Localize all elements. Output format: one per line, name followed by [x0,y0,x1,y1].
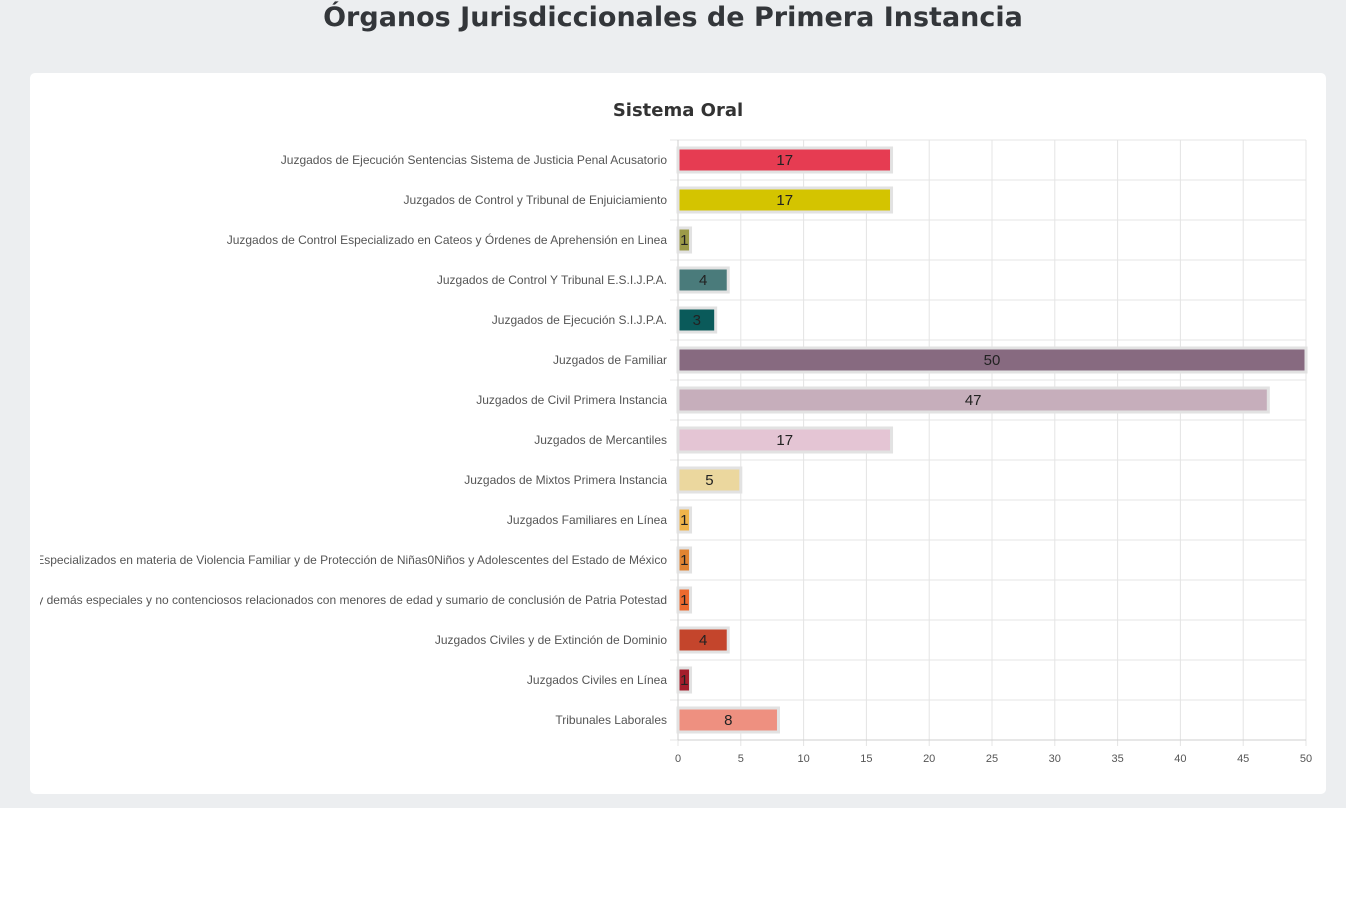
category-label: Juzgados de Control y Tribunal de Enjuic… [404,193,668,207]
bar [676,666,693,694]
category-label: Juzgados de Ejecución S.I.J.P.A. [492,313,667,327]
x-tick-label: 25 [986,753,998,765]
chart-card: Sistema Oral 0 5 10 15 20 25 30 35 40 45 50 17 Juzga… [30,73,1326,794]
bar-value-label: 1 [680,232,688,249]
bar [676,426,894,454]
bar-value-label: 1 [680,512,688,529]
bar [676,546,693,574]
chart-title: Sistema Oral [612,100,744,121]
x-tick-label: 35 [1111,753,1123,765]
bar [676,386,1270,414]
x-tick-label: 40 [1174,753,1186,765]
bar-value-label: 1 [680,592,688,609]
category-label: Juzgados de Control Especializado en Cat… [227,232,668,247]
bar-value-label: 4 [699,632,707,649]
bar [676,466,743,494]
category-label: Juzgados Civiles en Línea [527,673,667,687]
category-label: Tribunales Laborales [555,713,667,727]
bar-value-label: 17 [776,192,793,209]
x-tick-label: 10 [797,753,809,765]
bar-value-label: 4 [699,272,707,289]
category-label: Juzgados de Adopción y demás especiales … [30,593,667,607]
bar-value-label: 1 [680,672,688,689]
bar-value-label: 17 [776,152,793,169]
category-label: Juzgados de Civil Primera Instancia [476,393,667,407]
bar-value-label: 17 [776,432,793,449]
category-label: Juzgados Especializados en materia de Vi… [30,553,667,567]
bar [676,226,693,254]
bar [676,506,693,534]
category-label: Juzgados de Mercantiles [534,433,667,447]
x-tick-label: 5 [738,753,744,765]
bar [676,146,894,174]
bar [676,626,730,654]
x-tick-label: 30 [1049,753,1061,765]
category-label: Juzgados Civiles y de Extinción de Domin… [435,633,667,647]
x-tick-label: 20 [923,753,935,765]
x-tick-label: 45 [1237,753,1249,765]
category-label: Juzgados de Control Y Tribunal E.S.I.J.P… [437,273,667,287]
bar [676,306,718,334]
x-tick-label: 0 [675,753,681,765]
x-tick-label: 50 [1300,753,1312,765]
bar-value-label: 47 [965,392,982,409]
bar [676,586,693,614]
bar [676,346,1308,374]
category-label: Juzgados de Familiar [553,353,667,367]
bar-value-label: 8 [724,712,732,729]
page-title: Órganos Jurisdiccionales de Primera Inst… [323,2,1023,33]
bar [676,266,730,294]
bar-value-label: 50 [984,352,1001,369]
bar-value-label: 1 [680,552,688,569]
bar [676,186,894,214]
bar-value-label: 3 [693,312,701,329]
category-label: Juzgados de Mixtos Primera Instancia [464,473,667,487]
bar [676,706,780,734]
category-label: Juzgados de Ejecución Sentencias Sistema… [281,153,668,167]
x-tick-label: 15 [860,753,872,765]
bar-value-label: 5 [705,472,713,489]
category-label: Juzgados Familiares en Línea [507,513,667,527]
